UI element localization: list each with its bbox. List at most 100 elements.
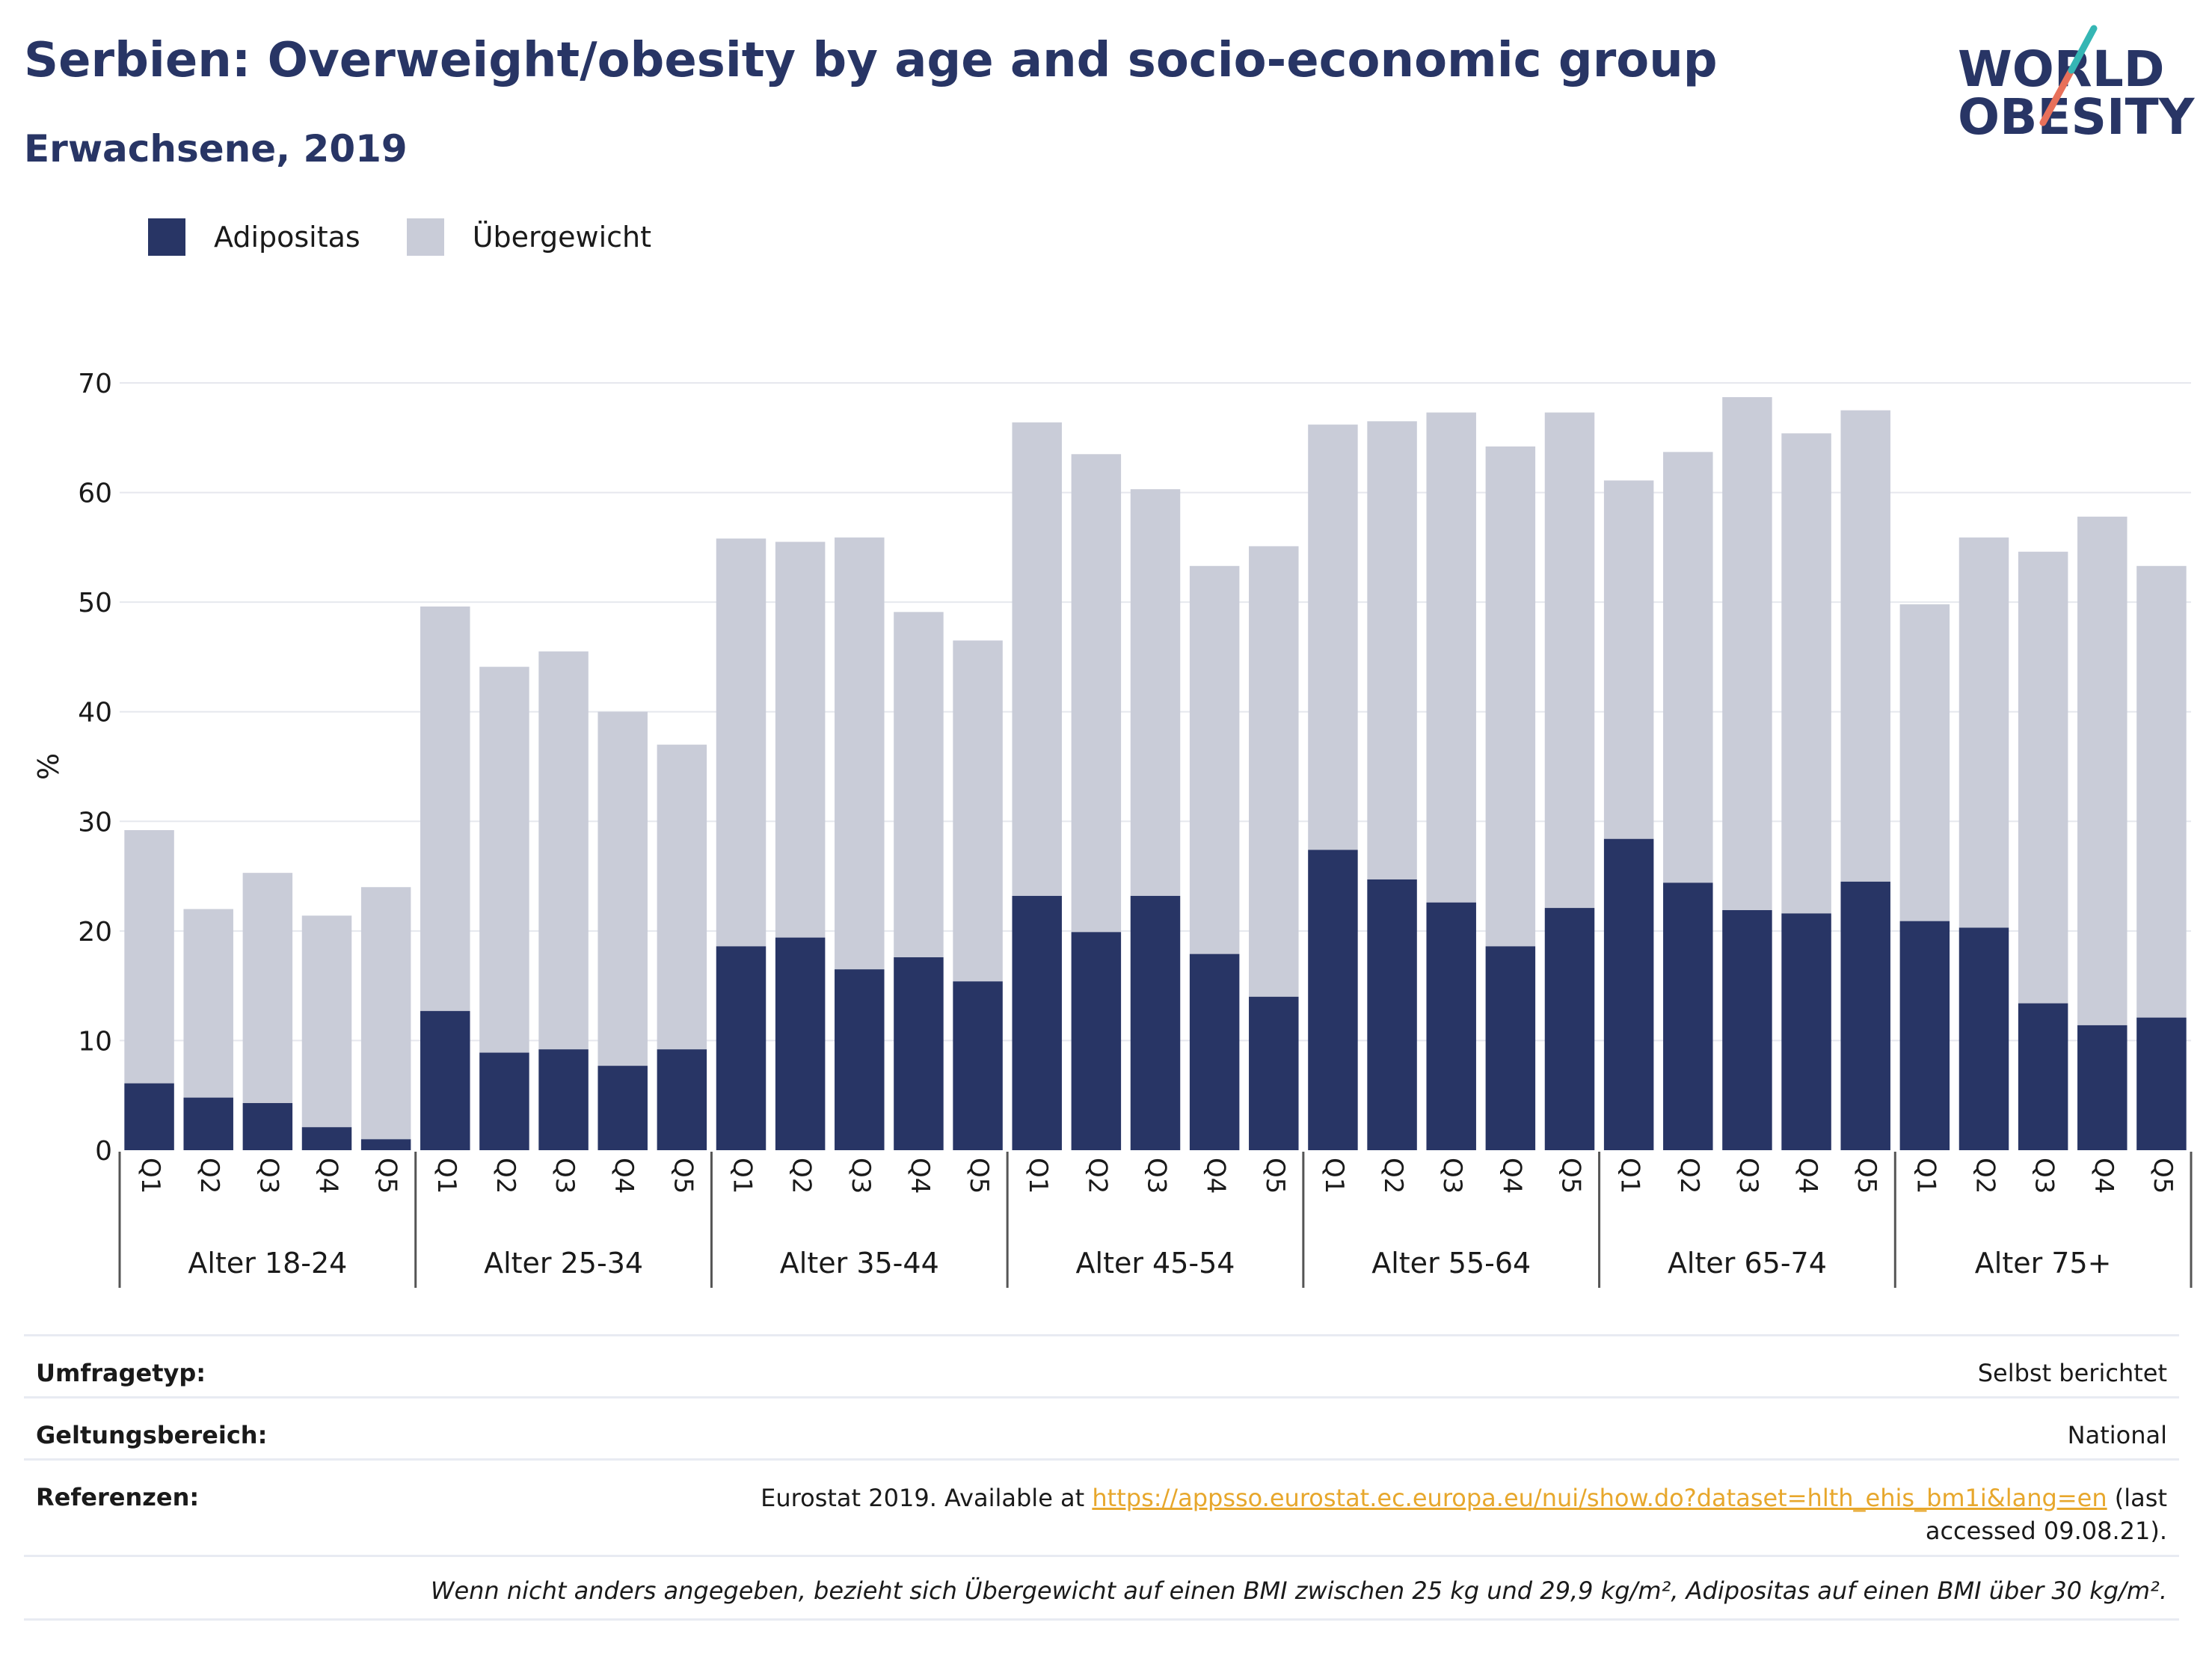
bar-obesity [1249,996,1299,1150]
bmi-footnote: Wenn nicht anders angegeben, bezieht sic… [430,1576,2167,1605]
bar-overweight [953,640,1003,982]
x-tick-label: Q3 [846,1158,876,1194]
bar-overweight [1071,454,1122,933]
chart-title: Serbien: Overweight/obesity by age and s… [24,33,1718,88]
bar-overweight [1840,410,1890,882]
bar-overweight [1781,433,1831,914]
references-suffix: (last accessed 09.08.21). [1925,1484,2167,1545]
y-tick-label: 30 [78,807,112,838]
group-label: Alter 35-44 [780,1247,939,1280]
bar-obesity [183,1097,233,1150]
bar-obesity [1367,879,1417,1150]
bar-obesity [1781,913,1831,1150]
y-axis-title: % [32,753,65,780]
bar-obesity [1071,932,1122,1150]
references-value: Eurostat 2019. Available at https://apps… [672,1481,2167,1547]
bar-obesity [657,1049,707,1150]
x-tick-label: Q4 [905,1158,935,1194]
x-tick-label: Q1 [1319,1158,1349,1194]
survey-type-value: Selbst berichtet [1977,1359,2167,1387]
x-tick-label: Q5 [1556,1158,1586,1194]
info-row-survey: Umfragetyp: Selbst berichtet [24,1334,2179,1396]
bar-obesity [1958,927,2009,1150]
x-tick-label: Q1 [1911,1158,1941,1194]
bar-obesity [775,937,826,1150]
bar-obesity [242,1102,293,1150]
info-row-note: Wenn nicht anders angegeben, bezieht sic… [24,1555,2179,1621]
x-tick-label: Q2 [1082,1158,1112,1194]
bar-obesity [1603,838,1654,1150]
bar-overweight [835,537,885,970]
bar-obesity [1544,908,1595,1150]
bar-overweight [1367,421,1417,879]
coverage-label: Geltungsbereich: [36,1421,268,1449]
bar-overweight [124,830,174,1084]
bar-overweight [1899,604,1950,921]
references-link[interactable]: https://appsso.eurostat.ec.europa.eu/nui… [1092,1484,2107,1512]
bar-overweight [242,873,293,1103]
x-tick-label: Q4 [1496,1158,1526,1194]
bar-overweight [1012,422,1062,896]
x-tick-label: Q2 [1970,1158,2000,1194]
group-label: Alter 18-24 [188,1247,347,1280]
x-tick-label: Q4 [313,1158,343,1194]
bar-obesity [2136,1017,2187,1150]
y-tick-label: 50 [78,588,112,618]
x-tick-label: Q2 [1378,1158,1408,1194]
x-tick-label: Q4 [2089,1158,2119,1194]
legend-item-overweight[interactable]: Übergewicht [406,218,651,256]
chart-subtitle: Erwachsene, 2019 [24,127,408,171]
bar-overweight [2136,565,2187,1018]
bar-obesity [894,957,944,1150]
x-tick-label: Q1 [135,1158,165,1194]
y-tick-label: 10 [78,1026,112,1057]
x-tick-label: Q3 [1142,1158,1172,1194]
bar-obesity [1130,895,1181,1150]
world-obesity-logo: WORLD OBESITY [1944,22,2199,157]
bar-obesity [1426,902,1476,1150]
bar-overweight [183,909,233,1098]
bar-overweight [1308,424,1358,850]
x-tick-label: Q3 [254,1158,283,1194]
bar-obesity [1012,895,1062,1150]
bar-obesity [597,1066,648,1150]
info-row-references: Referenzen: Eurostat 2019. Available at … [24,1458,2179,1555]
info-table: Umfragetyp: Selbst berichtet Geltungsber… [24,1334,2179,1621]
bar-overweight [597,711,648,1066]
bar-overweight [775,541,826,938]
y-tick-label: 60 [78,479,112,509]
bar-obesity [953,981,1003,1150]
group-label: Alter 75+ [1975,1247,2112,1280]
group-label: Alter 45-54 [1076,1247,1235,1280]
legend-swatch-overweight [406,218,444,256]
x-tick-label: Q4 [1792,1158,1822,1194]
bar-overweight [657,744,707,1050]
x-tick-label: Q3 [550,1158,580,1194]
x-tick-label: Q2 [491,1158,520,1194]
bar-obesity [420,1010,470,1150]
x-tick-label: Q3 [1733,1158,1763,1194]
bar-overweight [1485,446,1536,947]
bar-obesity [479,1052,529,1150]
bar-overweight [1426,412,1476,903]
bar-overweight [1603,480,1654,839]
bar-overweight [2077,516,2127,1025]
references-prefix: Eurostat 2019. Available at [761,1484,1093,1512]
bar-obesity [2018,1003,2068,1150]
bar-obesity [1722,910,1772,1150]
x-tick-label: Q5 [668,1158,698,1194]
bar-obesity [1308,850,1358,1150]
coverage-value: National [2067,1421,2167,1449]
bar-obesity [360,1139,411,1150]
bar-obesity [1485,946,1536,1150]
bar-obesity [1189,954,1240,1150]
bar-overweight [1722,397,1772,911]
legend-item-obesity[interactable]: Adipositas [148,218,360,256]
legend-swatch-obesity [148,218,185,256]
bar-obesity [1899,921,1950,1150]
bar-overweight [2018,551,2068,1004]
bar-overweight [1189,565,1240,954]
x-tick-label: Q2 [1674,1158,1704,1194]
group-label: Alter 65-74 [1668,1247,1827,1280]
y-tick-label: 0 [95,1136,112,1167]
